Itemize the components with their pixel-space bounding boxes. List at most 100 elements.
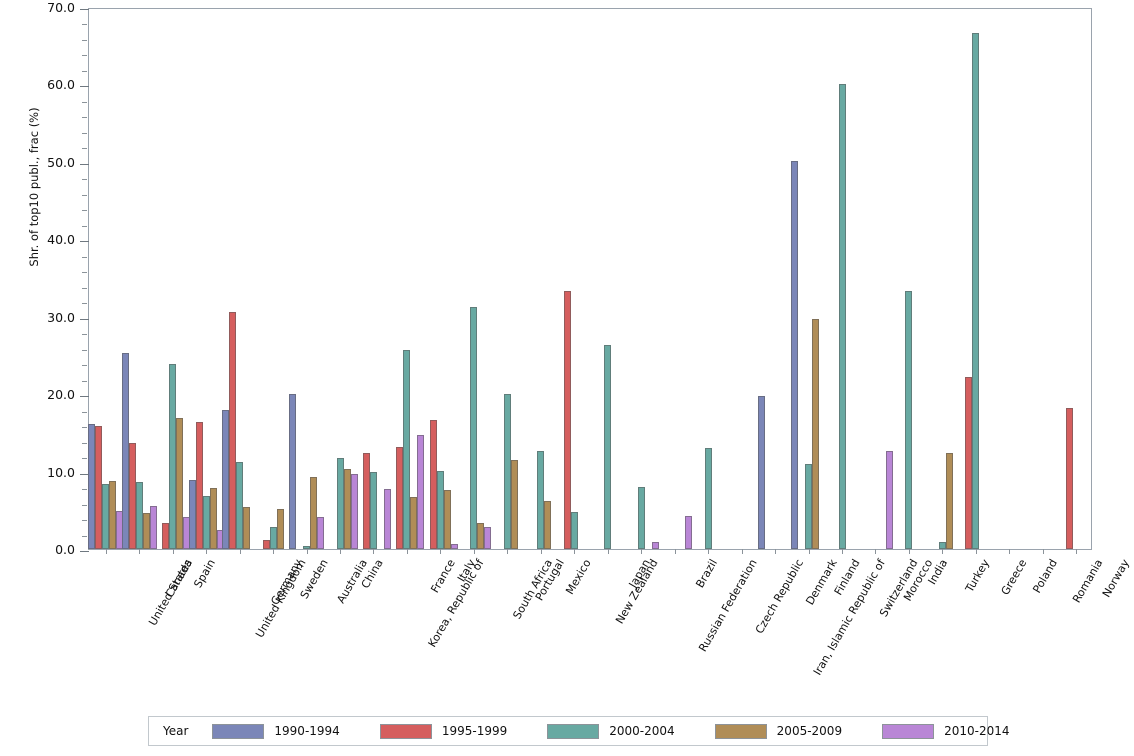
bar (121, 353, 129, 549)
legend-entry[interactable]: 1995-1999 (379, 723, 507, 739)
x-tick-mark (507, 549, 509, 554)
bar (685, 516, 693, 549)
x-tick-label: Turkey (963, 557, 993, 595)
y-tick-mark (80, 396, 89, 398)
y-tick-minor (82, 442, 87, 444)
bar (188, 480, 196, 549)
y-tick-minor (82, 117, 87, 119)
x-tick-mark (1009, 549, 1011, 554)
x-tick-mark (473, 549, 475, 554)
y-tick-minor (82, 55, 87, 57)
legend-entry[interactable]: 2005-2009 (714, 723, 843, 739)
bar (570, 511, 578, 549)
bar (102, 483, 110, 549)
bar (945, 453, 953, 549)
y-tick-label: 30.0 (47, 309, 75, 325)
y-tick-minor (82, 256, 87, 258)
legend-entry[interactable]: 1990-1994 (212, 723, 340, 739)
y-tick-minor (82, 380, 87, 382)
bar (410, 497, 418, 549)
x-tick-mark (708, 549, 710, 554)
y-tick-minor (82, 39, 87, 41)
x-tick-label: France (428, 557, 458, 596)
x-tick-label: Spain (191, 557, 218, 591)
x-tick-mark (373, 549, 375, 554)
bar (236, 462, 244, 549)
x-tick-mark (273, 549, 275, 554)
bar (289, 394, 297, 549)
bar (317, 517, 325, 549)
bar (310, 477, 318, 549)
bar (972, 32, 980, 549)
y-axis-title: Shr. of top10 publ., frac (%) (27, 107, 41, 267)
x-tick-label: Brazil (693, 557, 720, 591)
legend-swatch (714, 723, 767, 739)
bar (704, 448, 712, 549)
bar (396, 446, 404, 549)
legend-label: 2000-2004 (609, 724, 675, 738)
bar (537, 450, 545, 549)
y-tick-minor (82, 179, 87, 181)
bar (443, 490, 451, 549)
bar (637, 487, 645, 549)
x-tick-mark (306, 549, 308, 554)
x-tick-mark (674, 549, 676, 554)
y-tick-minor (82, 365, 87, 367)
legend-swatch (212, 723, 265, 739)
x-tick-mark (239, 549, 241, 554)
bar (222, 410, 230, 549)
legend-label: 2005-2009 (776, 724, 843, 738)
x-tick-mark (741, 549, 743, 554)
bar (176, 418, 184, 549)
y-tick-label: 60.0 (47, 77, 75, 93)
bar (269, 526, 277, 549)
x-tick-label: Czech Republic (753, 557, 807, 637)
bar (149, 505, 157, 549)
y-tick-mark (80, 318, 89, 320)
x-tick-mark (641, 549, 643, 554)
x-tick-mark (406, 549, 408, 554)
legend-entry[interactable]: 2010-2014 (882, 723, 1010, 739)
bar (195, 422, 203, 549)
y-tick-label: 10.0 (47, 464, 75, 480)
bar (303, 545, 311, 549)
bar (838, 84, 846, 549)
bar (503, 394, 511, 549)
bar (812, 319, 820, 549)
x-tick-mark (574, 549, 576, 554)
legend-entries: 1990-1994 1995-1999 2000-2004 2005-2009 2010… (212, 723, 1049, 739)
bar (350, 473, 358, 549)
y-tick-minor (82, 535, 87, 537)
bar (938, 542, 946, 549)
y-tick-minor (82, 334, 87, 336)
bar (805, 463, 813, 549)
bar (128, 442, 136, 549)
bar (436, 470, 444, 549)
y-tick-minor (82, 303, 87, 305)
y-tick-mark (80, 473, 89, 475)
y-tick-mark (80, 551, 89, 552)
legend-swatch (547, 723, 600, 739)
x-tick-mark (908, 549, 910, 554)
x-tick-mark (206, 549, 208, 554)
y-tick-minor (82, 272, 87, 274)
bar (403, 350, 411, 549)
x-tick-label: Korea, Republic of (426, 557, 488, 650)
y-tick-label: 70.0 (47, 0, 75, 15)
legend-entry[interactable]: 2000-2004 (547, 723, 675, 739)
x-tick-mark (340, 549, 341, 554)
x-tick-mark (842, 549, 843, 554)
bar (905, 291, 913, 549)
y-tick-label: 50.0 (47, 154, 75, 170)
x-tick-mark (775, 549, 777, 554)
y-tick-label: 20.0 (47, 387, 75, 403)
bar (95, 425, 103, 549)
bar (470, 307, 478, 549)
bar (243, 507, 251, 549)
bar (510, 459, 518, 549)
bar (209, 487, 217, 549)
x-tick-mark (105, 549, 107, 554)
y-tick-minor (82, 489, 87, 491)
x-tick-label: Mexico (563, 557, 594, 597)
y-tick-minor (82, 194, 87, 196)
